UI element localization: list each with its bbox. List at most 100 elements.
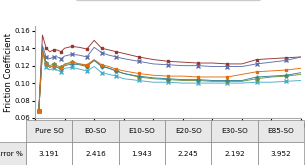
E85-SO_L80 [100, 64, 103, 66]
SO_L80 [152, 81, 155, 83]
E30-SO_L80 [100, 66, 103, 67]
E85-SO_L80 [285, 69, 288, 71]
SO_L80 [122, 78, 126, 80]
E20-SO_L80 [59, 58, 63, 60]
SO_L80 [44, 66, 48, 68]
E85-SO_L80 [70, 61, 74, 63]
E0-SO_L80 [270, 58, 273, 60]
E0-SO_L80 [77, 46, 81, 48]
SO_L80 [240, 82, 244, 84]
E0-SO_L80 [299, 56, 303, 58]
E30-SO_L80 [37, 110, 41, 112]
E30-SO_L80 [196, 79, 199, 81]
E20-SO_L80 [225, 66, 229, 67]
E10-SO_L80 [92, 59, 96, 61]
SO_L80 [85, 70, 89, 72]
SO_L80 [166, 81, 170, 83]
E10-SO_L80 [137, 76, 140, 78]
E10-SO_L80 [122, 72, 126, 74]
E85-SO_L80 [59, 67, 63, 69]
E30-SO_L80 [255, 76, 259, 78]
SO_L80 [63, 67, 66, 69]
E85-SO_L80 [56, 66, 59, 68]
E10-SO_L80 [63, 63, 66, 65]
SO_L80 [114, 75, 118, 77]
E10-SO_L80 [114, 70, 118, 72]
E30-SO_L80 [70, 63, 74, 65]
E20-SO_L80 [48, 58, 52, 60]
E85-SO_L80 [52, 65, 56, 67]
E85-SO_L80 [181, 75, 185, 77]
E85-SO_L80 [63, 64, 66, 66]
E0-SO_L80 [41, 34, 44, 36]
E20-SO_L80 [44, 56, 48, 58]
SO_L80 [137, 80, 140, 82]
E20-SO_L80 [240, 66, 244, 67]
SO_L80 [48, 69, 52, 71]
Line: E10-SO_L80: E10-SO_L80 [37, 46, 303, 113]
SO_L80 [255, 81, 259, 83]
E10-SO_L80 [48, 65, 52, 67]
E0-SO_L80 [255, 59, 259, 61]
E85-SO_L80 [210, 76, 214, 78]
Line: E0-SO_L80: E0-SO_L80 [38, 34, 303, 112]
E20-SO_L80 [63, 55, 66, 57]
E10-SO_L80 [107, 67, 111, 69]
E85-SO_L80 [48, 66, 52, 68]
E10-SO_L80 [166, 79, 170, 81]
E20-SO_L80 [137, 60, 140, 62]
E20-SO_L80 [107, 54, 111, 56]
E30-SO_L80 [114, 70, 118, 72]
E85-SO_L80 [299, 67, 303, 69]
E10-SO_L80 [85, 65, 89, 67]
E0-SO_L80 [137, 56, 140, 58]
SO_L80 [52, 67, 56, 69]
E30-SO_L80 [285, 74, 288, 76]
E20-SO_L80 [114, 56, 118, 58]
E30-SO_L80 [225, 80, 229, 82]
E0-SO_L80 [52, 49, 56, 51]
E10-SO_L80 [225, 80, 229, 82]
SO_L80 [181, 82, 185, 84]
E30-SO_L80 [41, 50, 44, 52]
Y-axis label: Friction Coefficient: Friction Coefficient [4, 33, 13, 112]
E10-SO_L80 [56, 65, 59, 67]
E0-SO_L80 [166, 60, 170, 62]
E20-SO_L80 [196, 65, 199, 67]
E85-SO_L80 [122, 70, 126, 72]
Line: E85-SO_L80: E85-SO_L80 [38, 50, 303, 112]
E20-SO_L80 [77, 54, 81, 56]
SO_L80 [37, 110, 41, 112]
E10-SO_L80 [77, 63, 81, 65]
Line: SO_L80: SO_L80 [37, 50, 303, 113]
E10-SO_L80 [270, 76, 273, 78]
SO_L80 [299, 80, 303, 82]
E0-SO_L80 [100, 47, 103, 49]
E85-SO_L80 [152, 74, 155, 76]
E85-SO_L80 [166, 75, 170, 77]
E10-SO_L80 [59, 66, 63, 68]
E85-SO_L80 [44, 63, 48, 65]
E30-SO_L80 [56, 66, 59, 68]
E85-SO_L80 [270, 70, 273, 72]
E30-SO_L80 [107, 67, 111, 69]
E0-SO_L80 [152, 59, 155, 61]
E10-SO_L80 [181, 80, 185, 82]
E0-SO_L80 [92, 39, 96, 41]
E20-SO_L80 [41, 45, 44, 47]
E30-SO_L80 [52, 65, 56, 67]
E30-SO_L80 [122, 72, 126, 74]
E0-SO_L80 [240, 63, 244, 65]
E20-SO_L80 [37, 110, 41, 112]
E0-SO_L80 [285, 57, 288, 59]
SO_L80 [100, 72, 103, 74]
E30-SO_L80 [92, 59, 96, 61]
E20-SO_L80 [181, 65, 185, 67]
E20-SO_L80 [210, 66, 214, 67]
SO_L80 [92, 66, 96, 67]
E10-SO_L80 [255, 78, 259, 80]
SO_L80 [225, 82, 229, 84]
E10-SO_L80 [210, 80, 214, 82]
Line: E30-SO_L80: E30-SO_L80 [37, 49, 303, 113]
SO_L80 [41, 51, 44, 53]
